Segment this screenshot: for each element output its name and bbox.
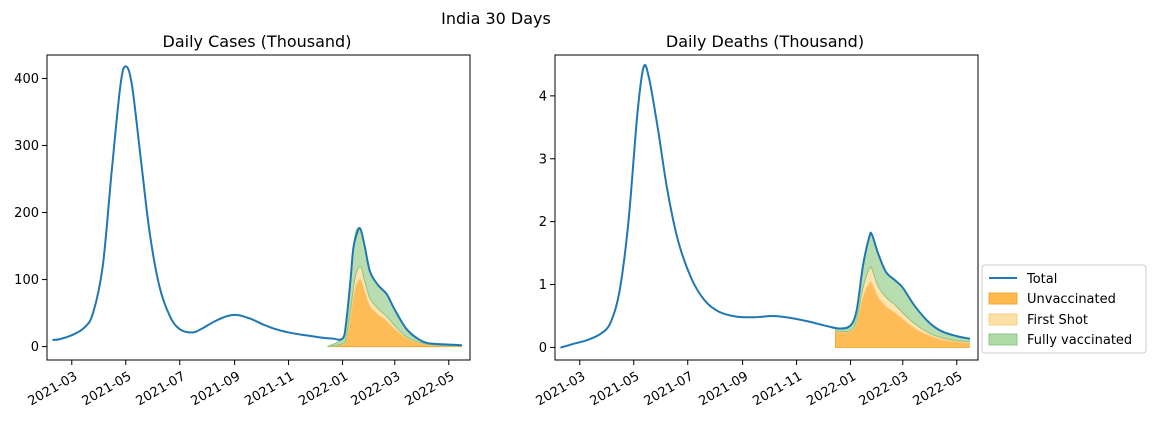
cases-y-tick-label: 400 [14,72,39,87]
deaths-x-tick: 2022-01 [804,360,859,409]
deaths-axes-frame [554,54,979,361]
deaths-x-tick: 2021-05 [588,360,643,409]
deaths-y-tick-label: 3 [539,152,547,167]
cases-x-tick: 2021-03 [26,360,81,409]
cases-chart-title: Daily Cases (Thousand) [163,32,352,51]
deaths-y-tick: 4 [539,89,555,104]
figure-suptitle: India 30 Days [441,9,551,28]
deaths-line-total [560,63,971,349]
legend-label-total: Total [1026,272,1057,287]
deaths-y-tick: 2 [539,215,555,230]
deaths-x-tick-label: 2021-09 [696,369,751,409]
deaths-y-tick-label: 1 [539,278,547,293]
deaths-chart-title: Daily Deaths (Thousand) [666,32,864,51]
deaths-y-tick-label: 2 [539,215,547,230]
legend-label-first-shot: First Shot [1027,313,1088,328]
cases-y-tick-label: 200 [14,206,39,221]
legend-frame [981,264,1147,354]
cases-y-tick-label: 300 [14,139,39,154]
cases-x-tick: 2021-05 [80,360,135,409]
deaths-x-tick-label: 2021-07 [642,369,697,409]
cases-y-tick-label: 100 [14,273,39,288]
cases-y-tick: 100 [14,273,47,288]
cases-x-tick-label: 2021-03 [26,369,81,409]
deaths-x-tick: 2021-03 [534,360,589,409]
deaths-x-tick-label: 2021-11 [750,369,805,409]
legend-swatch-first-shot [988,313,1018,326]
legend-swatch-fully-vaccinated [988,333,1018,346]
cases-x-tick: 2021-07 [134,360,189,409]
cases-x-tick-label: 2021-09 [188,369,243,409]
cases-x-tick-label: 2022-03 [349,369,404,409]
deaths-x-tick: 2022-05 [911,360,966,409]
cases-x-tick: 2022-01 [296,360,351,409]
deaths-x-tick-label: 2022-01 [804,369,859,409]
legend-swatch-unvaccinated [988,292,1018,305]
deaths-x-tick-label: 2021-03 [534,369,589,409]
cases-y-tick-label: 0 [31,340,39,355]
cases-y-tick: 0 [31,340,47,355]
legend-label-unvaccinated: Unvaccinated [1027,292,1116,307]
cases-x-tick-label: 2022-05 [403,369,458,409]
deaths-x-tick: 2021-07 [642,360,697,409]
deaths-y-tick: 3 [539,152,555,167]
cases-chart: Daily Cases (Thousand) 0 100 200 300 400 2021… [14,32,471,409]
cases-x-tick: 2022-05 [403,360,458,409]
legend: Total Unvaccinated First Shot Fully vacc… [981,264,1147,354]
cases-x-tick: 2021-11 [242,360,297,409]
cases-axes-frame [46,54,471,361]
cases-x-tick-label: 2021-07 [134,369,189,409]
cases-x-tick: 2022-03 [349,360,404,409]
cases-y-tick: 400 [14,72,47,87]
cases-x-tick-label: 2021-05 [80,369,135,409]
deaths-x-tick-label: 2021-05 [588,369,643,409]
cases-y-tick: 200 [14,206,47,221]
deaths-y-tick: 1 [539,278,555,293]
legend-label-fully-vaccinated: Fully vaccinated [1027,333,1132,348]
deaths-x-tick: 2021-09 [696,360,751,409]
cases-x-tick-label: 2022-01 [296,369,351,409]
deaths-y-tick-label: 0 [539,341,547,356]
cases-x-tick-label: 2021-11 [242,369,297,409]
cases-line-total [52,65,463,347]
cases-x-tick: 2021-09 [188,360,243,409]
deaths-y-tick-label: 4 [539,89,547,104]
cases-y-tick: 300 [14,139,47,154]
deaths-x-tick-label: 2022-03 [857,369,912,409]
deaths-x-tick: 2021-11 [750,360,805,409]
deaths-x-tick: 2022-03 [857,360,912,409]
deaths-y-tick: 0 [539,341,555,356]
deaths-x-tick-label: 2022-05 [911,369,966,409]
